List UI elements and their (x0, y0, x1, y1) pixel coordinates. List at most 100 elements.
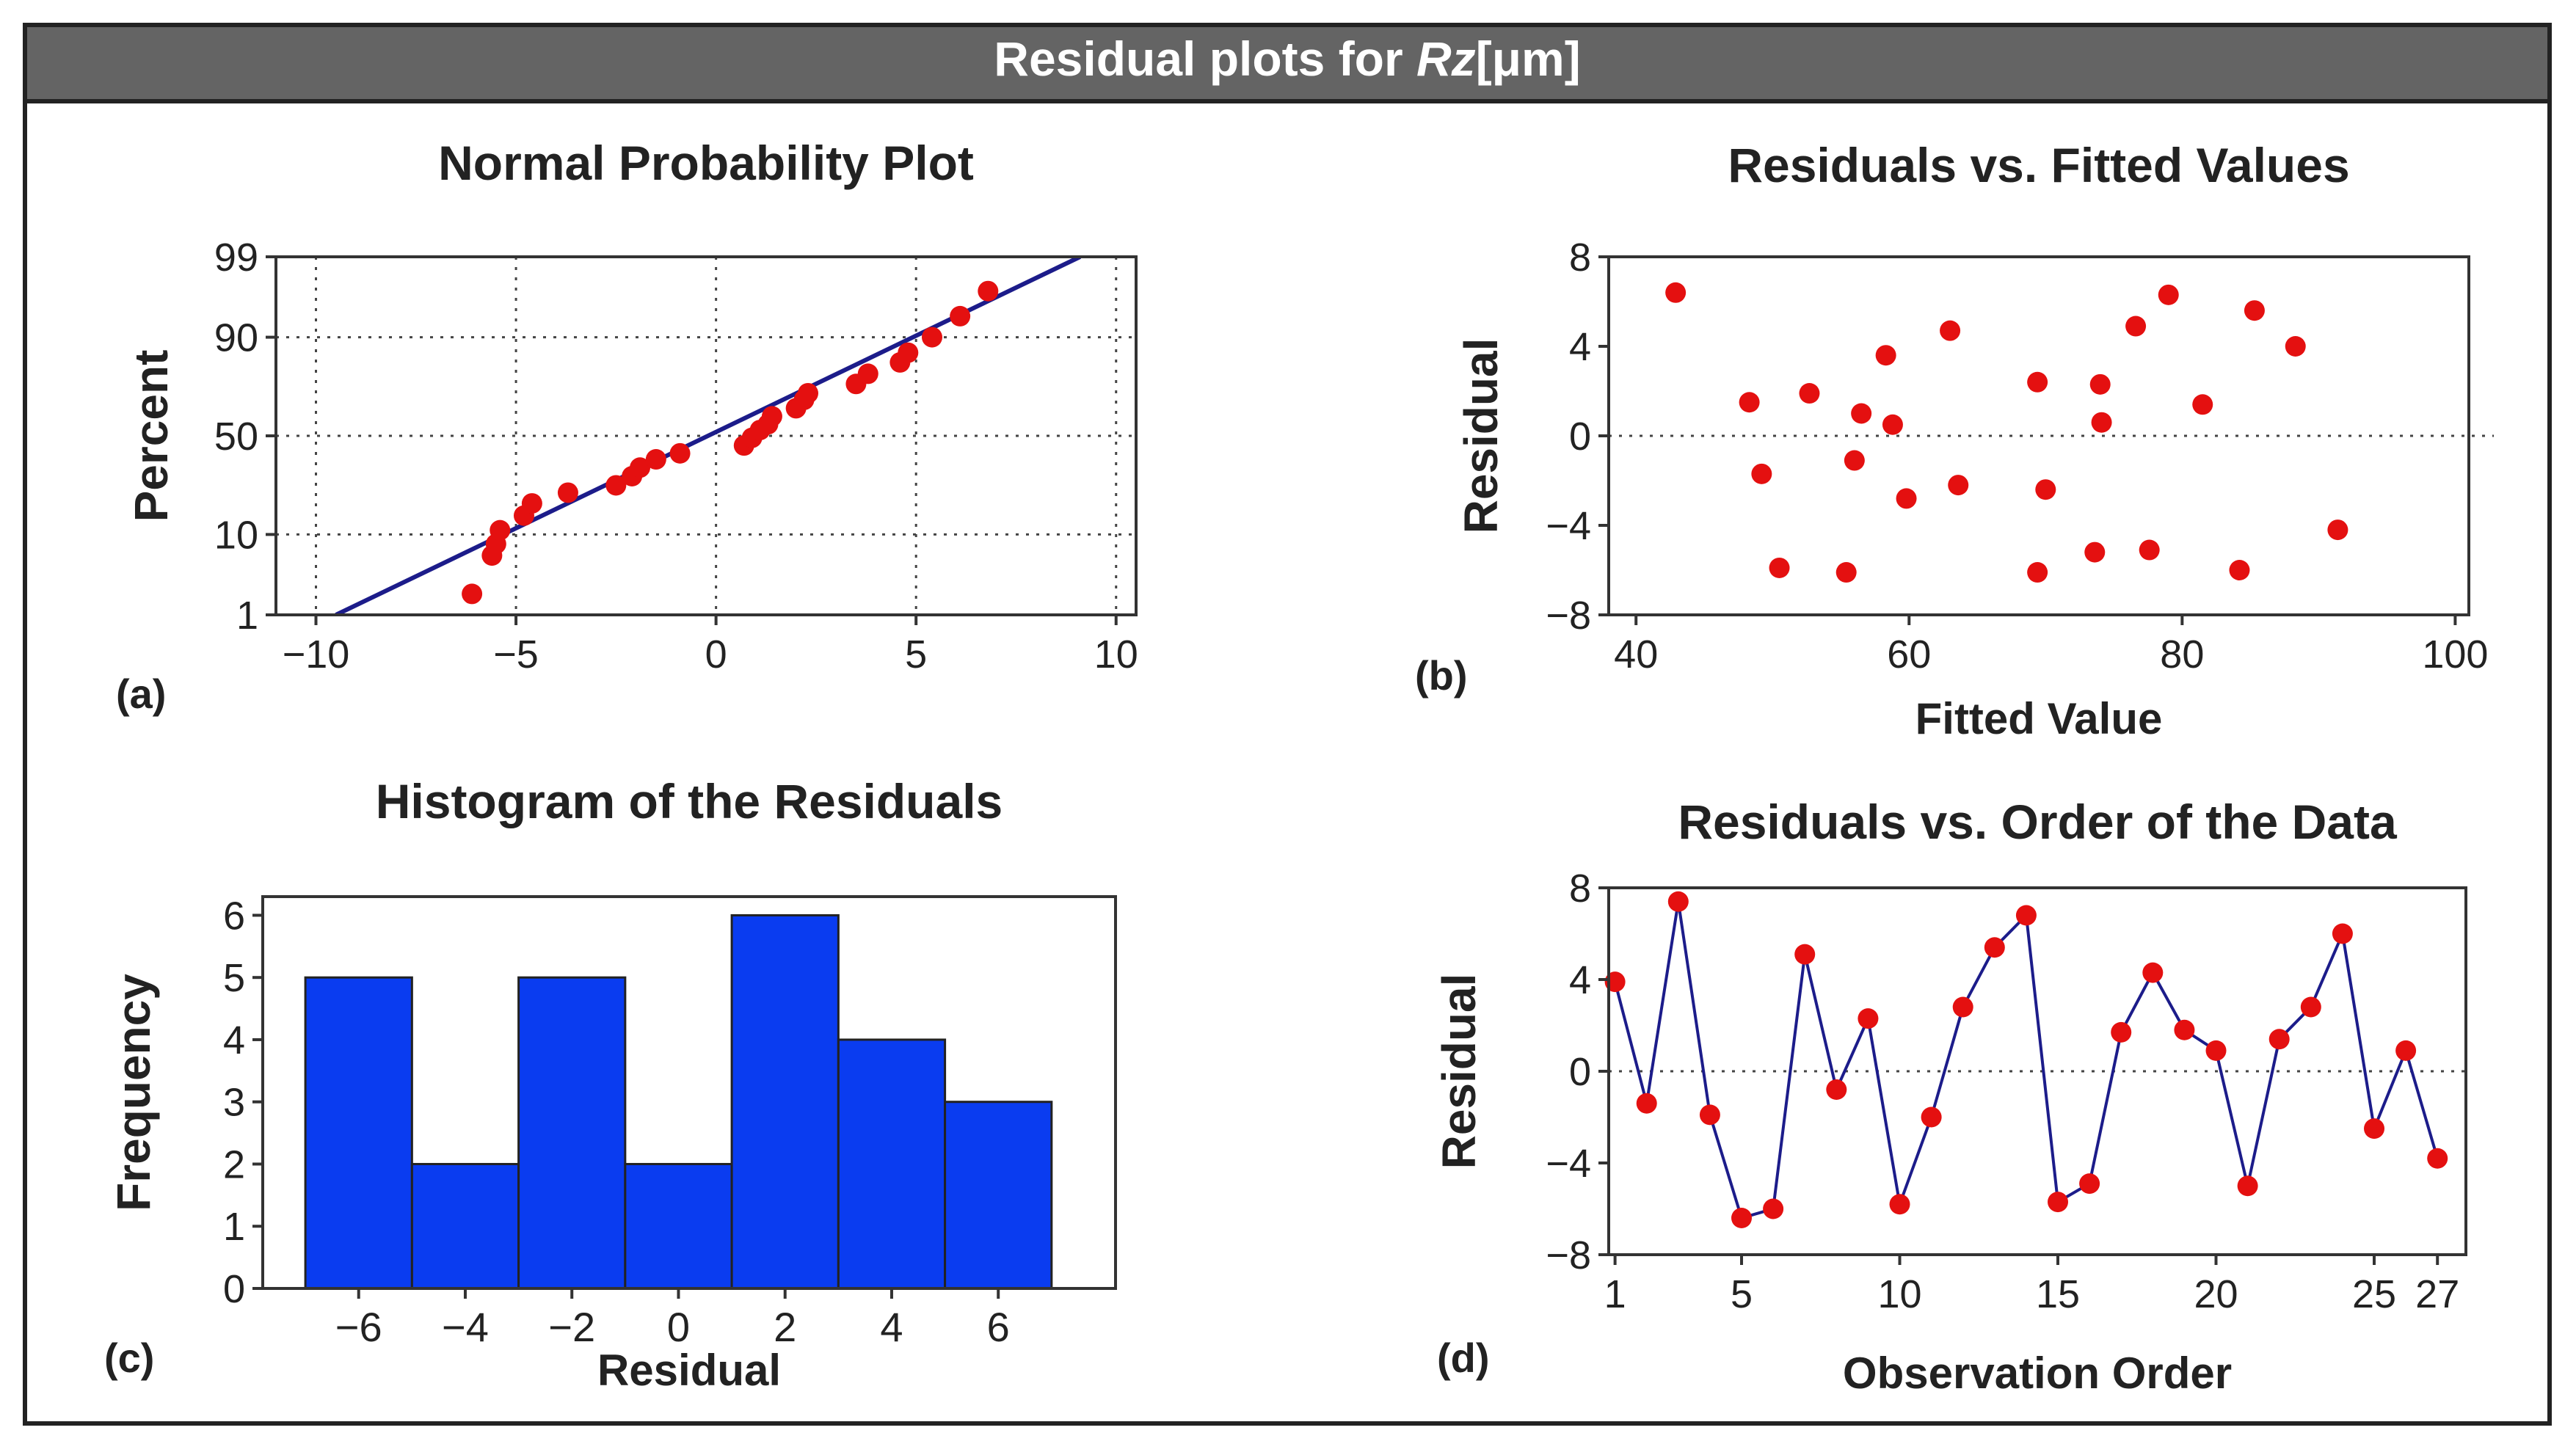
data-point (1984, 937, 2005, 958)
data-point (2142, 962, 2164, 983)
data-point (978, 280, 999, 302)
y-tick-label: 99 (214, 236, 258, 280)
x-tick-label: 27 (2415, 1272, 2459, 1316)
data-point (1699, 1104, 1720, 1126)
data-point (2174, 1019, 2195, 1040)
data-point (1882, 414, 1903, 435)
data-point (2192, 394, 2213, 415)
data-point (1636, 1093, 1657, 1114)
histogram-bar (624, 1162, 733, 1290)
header-bar (23, 23, 2552, 103)
data-point (2084, 541, 2106, 563)
data-point (1799, 383, 1820, 404)
panel-label: (d) (1437, 1335, 1490, 1381)
figure-header-title: Residual plots for Rz[μm] (994, 32, 1580, 86)
y-tick-label: 6 (223, 894, 245, 938)
data-point (857, 363, 878, 384)
chart-title: Histogram of the Residuals (376, 774, 1003, 828)
data-point (605, 475, 627, 496)
data-point (2244, 300, 2265, 321)
data-point (462, 583, 483, 605)
data-point (898, 342, 919, 363)
data-point (557, 482, 578, 503)
y-axis-label: Percent (125, 350, 178, 522)
y-axis-label: Residual (1455, 338, 1507, 534)
data-point (1751, 463, 1772, 484)
data-point (1875, 345, 1896, 366)
plot-frame (261, 895, 1117, 1290)
data-point (669, 442, 691, 464)
data-point (2027, 371, 2048, 393)
histogram-bar (944, 1101, 1053, 1290)
data-point (1921, 1106, 1942, 1128)
x-tick-label: 5 (1731, 1272, 1753, 1316)
data-point (798, 382, 819, 404)
y-tick-label: 50 (214, 415, 258, 459)
data-point (921, 327, 942, 348)
data-point (2111, 1021, 2132, 1043)
histogram-bar (730, 914, 840, 1290)
data-point (2015, 905, 2037, 926)
data-point (2035, 479, 2056, 500)
y-tick-label: −8 (1546, 1233, 1591, 1277)
y-tick-label: 5 (223, 956, 245, 1000)
panel-histogram-of-residuals: Histogram of the Residuals −6 −4 −2 0 2 4 6 0 1 2 3… (104, 774, 1117, 1395)
data-point (1940, 320, 1961, 341)
chart-title: Residuals vs. Fitted Values (1728, 138, 2349, 192)
data-point (2237, 1175, 2258, 1197)
data-point (490, 519, 511, 541)
y-tick-label: 1 (223, 1205, 245, 1249)
data-point (1739, 392, 1760, 413)
y-tick-label: 90 (214, 316, 258, 360)
data-point (950, 305, 971, 327)
x-tick-label: 5 (905, 632, 927, 677)
data-point (2427, 1148, 2448, 1169)
panel-label: (a) (116, 671, 166, 717)
data-point (1851, 403, 1872, 424)
data-point (2395, 1040, 2417, 1061)
y-axis-label: Frequency (107, 974, 160, 1211)
data-point (2158, 284, 2179, 305)
data-point (2332, 923, 2353, 944)
x-tick-label: 15 (2036, 1272, 2080, 1316)
data-point (2079, 1173, 2100, 1195)
y-tick-label: 1 (236, 594, 258, 638)
x-tick-label: 20 (2194, 1272, 2238, 1316)
y-tick-label: 10 (214, 513, 258, 557)
x-tick-label: 2 (774, 1304, 796, 1350)
histogram-bar (837, 1038, 947, 1290)
data-point (2300, 996, 2321, 1018)
data-point (1889, 1194, 1910, 1215)
x-tick-label: 100 (2422, 632, 2488, 677)
data-point (2205, 1040, 2227, 1061)
x-tick-label: 0 (667, 1304, 690, 1350)
x-axis-label: Observation Order (1843, 1349, 2232, 1398)
data-point (2268, 1029, 2290, 1050)
data-point (1763, 1198, 1784, 1219)
data-point (2139, 539, 2160, 561)
y-tick-label: −8 (1546, 594, 1591, 638)
x-tick-label: 10 (1877, 1272, 1921, 1316)
data-point (1826, 1079, 1847, 1100)
data-point (2125, 316, 2147, 337)
x-tick-label: −6 (335, 1304, 382, 1350)
y-tick-label: −4 (1546, 1142, 1591, 1186)
x-tick-label: −4 (442, 1304, 489, 1350)
data-point (2089, 373, 2111, 395)
y-tick-label: 0 (223, 1267, 245, 1311)
data-point (645, 449, 666, 470)
x-tick-label: 1 (1604, 1272, 1626, 1316)
x-tick-label: 60 (1887, 632, 1931, 677)
data-point (761, 406, 782, 427)
x-tick-label: 0 (705, 632, 727, 677)
x-tick-label: −5 (493, 632, 539, 677)
chart-title: Residuals vs. Order of the Data (1678, 795, 2398, 849)
panel-label: (c) (104, 1335, 154, 1381)
y-tick-label: 3 (223, 1081, 245, 1125)
data-point (2091, 412, 2112, 433)
y-tick-label: 0 (1569, 415, 1591, 459)
panel-label: (b) (1415, 652, 1468, 699)
data-point (1844, 450, 1865, 471)
x-tick-label: 80 (2160, 632, 2204, 677)
